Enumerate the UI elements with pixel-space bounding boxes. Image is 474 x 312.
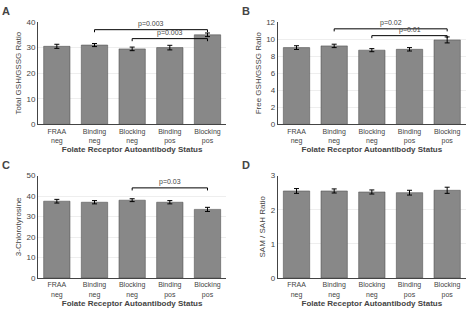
svg-text:Total GSH/GSSG Ratio: Total GSH/GSSG Ratio	[14, 31, 23, 114]
svg-text:0: 0	[271, 274, 276, 283]
svg-text:8: 8	[271, 52, 276, 61]
svg-text:Folate Receptor Autoantibody S: Folate Receptor Autoantibody Status	[302, 145, 443, 154]
svg-text:Blockingpos: Blockingpos	[434, 281, 461, 298]
svg-text:10: 10	[266, 35, 275, 44]
svg-text:Blockingneg: Blockingneg	[359, 281, 386, 298]
svg-text:30: 30	[26, 212, 35, 221]
svg-text:12: 12	[266, 18, 275, 27]
svg-text:D: D	[242, 159, 250, 171]
svg-text:B: B	[242, 5, 250, 17]
svg-text:0: 0	[31, 120, 36, 129]
svg-text:3-Chlorotyrosine: 3-Chlorotyrosine	[14, 197, 23, 256]
svg-text:2: 2	[271, 206, 276, 215]
svg-text:p=0.03: p=0.03	[159, 178, 181, 186]
svg-text:Bindingneg: Bindingneg	[83, 281, 106, 298]
svg-text:4: 4	[271, 86, 276, 95]
svg-text:FRAAneg: FRAAneg	[47, 281, 66, 298]
svg-text:Blockingpos: Blockingpos	[194, 281, 221, 298]
svg-text:40: 40	[26, 192, 35, 201]
svg-text:Bindingneg: Bindingneg	[83, 128, 106, 145]
svg-text:Bindingpos: Bindingpos	[398, 128, 421, 145]
svg-text:Folate Receptor Autoantibody S: Folate Receptor Autoantibody Status	[62, 299, 203, 308]
svg-text:20: 20	[26, 233, 35, 242]
svg-text:SAM / SAH Ratio: SAM / SAH Ratio	[258, 196, 267, 258]
svg-text:FRAAneg: FRAAneg	[47, 128, 66, 145]
svg-text:A: A	[2, 5, 10, 17]
svg-text:3: 3	[271, 171, 276, 180]
svg-text:0: 0	[31, 274, 36, 283]
svg-text:p=0.003: p=0.003	[138, 20, 164, 28]
svg-text:2: 2	[271, 103, 276, 112]
svg-text:10: 10	[26, 253, 35, 262]
svg-text:10: 10	[26, 95, 35, 104]
svg-text:Blockingneg: Blockingneg	[359, 128, 386, 145]
svg-text:20: 20	[26, 69, 35, 78]
svg-text:Bindingpos: Bindingpos	[158, 281, 181, 298]
svg-text:6: 6	[271, 69, 276, 78]
svg-text:FRAAneg: FRAAneg	[287, 128, 306, 145]
svg-text:30: 30	[26, 43, 35, 52]
svg-text:Folate Receptor Autoantibody S: Folate Receptor Autoantibody Status	[62, 145, 203, 154]
svg-text:Blockingpos: Blockingpos	[194, 128, 221, 145]
svg-text:Bindingpos: Bindingpos	[398, 281, 421, 298]
svg-text:C: C	[2, 159, 10, 171]
svg-text:Folate Receptor Autoantibody S: Folate Receptor Autoantibody Status	[302, 299, 443, 308]
svg-text:Blockingneg: Blockingneg	[119, 281, 146, 298]
svg-text:Bindingneg: Bindingneg	[323, 281, 346, 298]
svg-text:1: 1	[271, 240, 276, 249]
svg-text:p=0.02: p=0.02	[380, 19, 402, 27]
svg-text:Free GSH/GSSG Ratio: Free GSH/GSSG Ratio	[254, 32, 263, 115]
svg-text:Blockingpos: Blockingpos	[434, 128, 461, 145]
svg-text:p=0.003: p=0.003	[157, 29, 183, 37]
svg-text:Blockingneg: Blockingneg	[119, 128, 146, 145]
svg-text:40: 40	[26, 18, 35, 27]
svg-text:Bindingpos: Bindingpos	[158, 128, 181, 145]
svg-text:50: 50	[26, 171, 35, 180]
svg-text:Bindingneg: Bindingneg	[323, 128, 346, 145]
svg-text:p=0.01: p=0.01	[399, 26, 421, 34]
svg-text:FRAAneg: FRAAneg	[287, 281, 306, 298]
svg-text:0: 0	[271, 120, 276, 129]
